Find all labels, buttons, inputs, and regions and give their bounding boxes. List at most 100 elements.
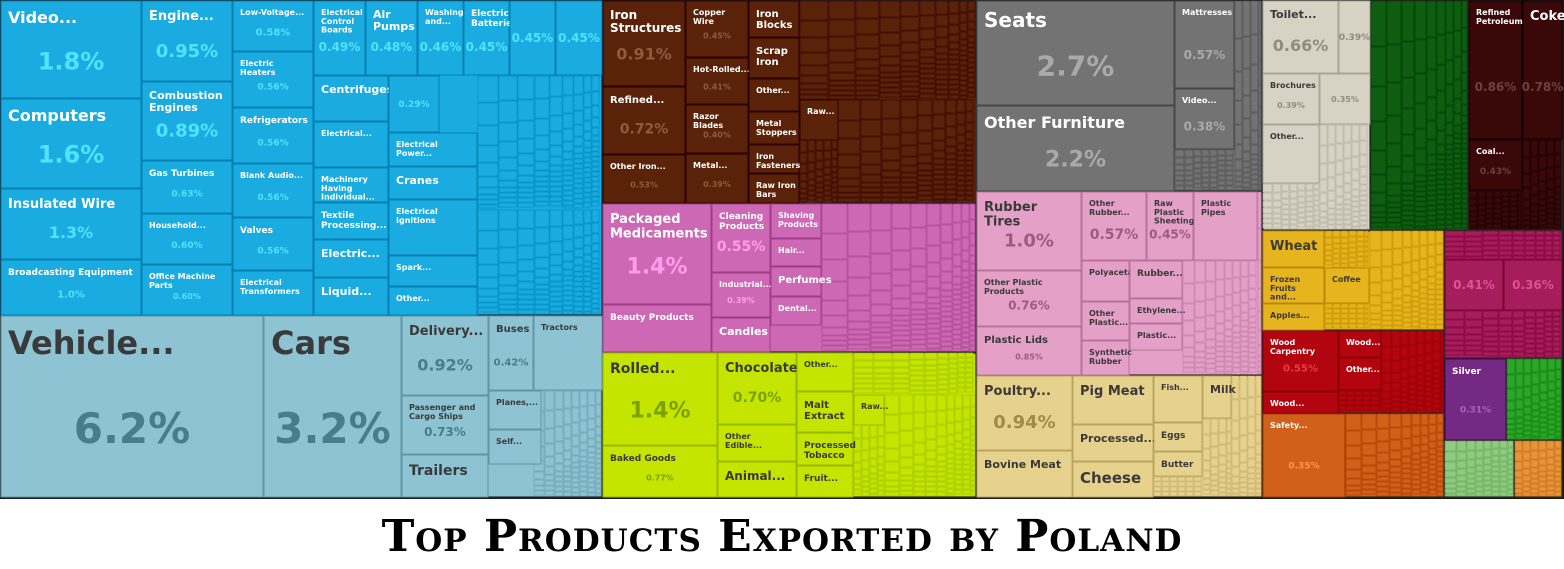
treemap-cell-poultry[interactable]: Poultry...0.94% <box>976 375 1073 451</box>
treemap-cell-synthetic-rubber[interactable]: Synthetic Rubber <box>1081 340 1132 376</box>
treemap-cell-electrical-ignitions[interactable]: Electrical Ignitions <box>388 199 478 256</box>
treemap-cell-other-plastic[interactable]: Other Plastic... <box>1081 301 1130 341</box>
treemap-cell-spark[interactable]: Spark... <box>388 255 478 287</box>
treemap-cell-coffee[interactable]: Coffee <box>1324 267 1370 304</box>
treemap-cell-safety[interactable]: Safety...0.35% <box>1262 413 1346 498</box>
treemap-cell-raw-iron-bars[interactable]: Raw Iron Bars <box>748 173 800 204</box>
treemap-cell-cranes[interactable]: Cranes <box>388 166 478 200</box>
treemap-cell-textile-processing[interactable]: Textile Processing... <box>313 202 389 240</box>
treemap-cell-item-0[interactable]: 0.41% <box>1444 259 1504 311</box>
treemap-cell-iron-fasteners[interactable]: Iron Fasteners <box>748 144 800 174</box>
treemap-cell-beauty-products[interactable]: Beauty Products <box>602 304 712 353</box>
treemap-cell-animal[interactable]: Animal... <box>717 461 797 498</box>
treemap-cell-metal[interactable]: Metal...0.39% <box>685 153 749 204</box>
treemap-cell-eggs[interactable]: Eggs <box>1153 422 1203 452</box>
treemap-cell-wheat[interactable]: Wheat <box>1262 230 1325 268</box>
treemap-cell-industrial[interactable]: Industrial...0.39% <box>711 272 772 318</box>
treemap-cell-vehicle[interactable]: Vehicle...6.2% <box>0 315 264 498</box>
treemap-cell-bovine-meat[interactable]: Bovine Meat <box>976 450 1073 498</box>
treemap-cell-delivery[interactable]: Delivery...0.92% <box>401 315 489 396</box>
treemap-cell-low-voltage[interactable]: Low-Voltage...0.58% <box>232 0 314 52</box>
treemap-cell-ethylene[interactable]: Ethylene... <box>1129 298 1186 324</box>
treemap-cell-polyacetals[interactable]: Polyacetals <box>1081 260 1141 302</box>
treemap-cell-apples[interactable]: Apples... <box>1262 303 1325 331</box>
treemap-cell-malt-extract[interactable]: Malt Extract <box>796 391 854 433</box>
treemap-cell-processed[interactable]: Processed... <box>1072 424 1156 462</box>
treemap-cell-rubber[interactable]: Rubber... <box>1129 260 1183 299</box>
treemap-cell-raw[interactable]: Raw... <box>799 99 839 141</box>
treemap-cell-iron-blocks[interactable]: Iron Blocks <box>748 0 800 38</box>
treemap-cell-wood[interactable]: Wood... <box>1338 330 1382 358</box>
treemap-cell-other[interactable]: Other... <box>1262 124 1320 184</box>
treemap-cell-electrical-power[interactable]: Electrical Power... <box>388 132 478 167</box>
treemap-cell-item-19[interactable]: 0.45% <box>509 0 556 76</box>
treemap-cell-item-1[interactable]: 0.39% <box>1338 0 1371 74</box>
treemap-cell-hot-rolled[interactable]: Hot-Rolled...0.41% <box>685 57 750 105</box>
treemap-cell-perfumes[interactable]: Perfumes <box>770 266 832 297</box>
treemap-cell-toilet[interactable]: Toilet...0.66% <box>1262 0 1339 74</box>
treemap-cell-scrap-iron[interactable]: Scrap Iron <box>748 37 800 79</box>
treemap-cell-item-1[interactable]: 0.36% <box>1503 259 1563 311</box>
treemap-cell-other[interactable]: Other... <box>796 352 854 392</box>
treemap-cell-candles[interactable]: Candles <box>711 317 771 353</box>
treemap-cell-blank-audio[interactable]: Blank Audio...0.56% <box>232 163 314 218</box>
treemap-cell-trailers[interactable]: Trailers <box>401 454 489 498</box>
treemap-cell-centrifuges[interactable]: Centrifuges <box>313 75 394 122</box>
treemap-cell-rolled[interactable]: Rolled...1.4% <box>602 352 718 446</box>
treemap-cell-hair[interactable]: Hair... <box>770 238 822 267</box>
treemap-cell-cheese[interactable]: Cheese <box>1072 461 1154 498</box>
treemap-cell-item-23[interactable]: 0.29% <box>388 75 440 133</box>
treemap-cell-plastic[interactable]: Plastic... <box>1129 323 1183 351</box>
treemap-cell-other[interactable]: Other... <box>388 286 478 316</box>
treemap-cell-video[interactable]: Video...1.8% <box>0 0 142 99</box>
treemap-cell-video[interactable]: Video...0.38% <box>1174 88 1235 150</box>
treemap-cell-refined[interactable]: Refined...0.72% <box>602 86 686 155</box>
treemap-cell-electrical[interactable]: Electrical... <box>313 121 389 168</box>
treemap-cell-other[interactable]: Other... <box>748 78 800 112</box>
treemap-cell-pig-meat[interactable]: Pig Meat <box>1072 375 1154 425</box>
treemap-cell-other-rubber[interactable]: Other Rubber...0.57% <box>1081 191 1147 261</box>
treemap-cell-other-iron[interactable]: Other Iron...0.53% <box>602 154 686 204</box>
treemap-cell-wood[interactable]: Wood... <box>1262 391 1339 414</box>
treemap-cell-self[interactable]: Self... <box>488 429 542 465</box>
treemap-cell-item-3[interactable]: 0.35% <box>1319 73 1371 125</box>
treemap-cell-processed-tobacco[interactable]: Processed Tobacco <box>796 432 856 466</box>
treemap-cell-household[interactable]: Household...0.60% <box>141 213 233 265</box>
treemap-cell-machinery-having-individual[interactable]: Machinery Having Individual... <box>313 167 389 203</box>
treemap-cell-washing-and[interactable]: Washing and...0.46% <box>417 0 464 76</box>
treemap-cell-metal-stoppers[interactable]: Metal Stoppers <box>748 111 800 145</box>
treemap-cell-planes[interactable]: Planes,... <box>488 390 542 430</box>
treemap-cell-liquid[interactable]: Liquid... <box>313 277 389 316</box>
treemap-cell-electrical-transformers[interactable]: Electrical Transformers <box>232 270 314 316</box>
